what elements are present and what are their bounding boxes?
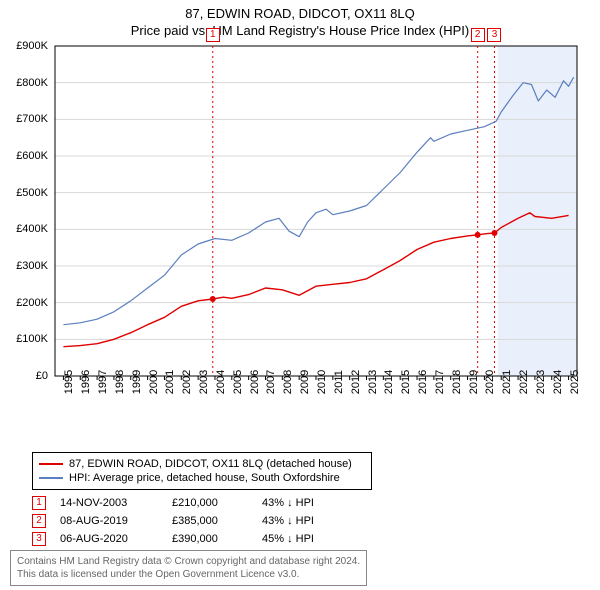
x-tick-label: 2020 [484, 370, 496, 394]
legend-swatch [39, 463, 63, 465]
chart-title-subtitle: Price paid vs. HM Land Registry's House … [0, 21, 600, 38]
x-tick-label: 1998 [114, 370, 126, 394]
sales-delta: 45% ↓ HPI [262, 533, 352, 545]
sales-table: 1 14-NOV-2003 £210,000 43% ↓ HPI 2 08-AUG-201… [32, 494, 352, 548]
y-tick-label: £200K [16, 297, 48, 309]
sales-marker-icon: 2 [32, 514, 46, 528]
footer-line2: This data is licensed under the Open Gov… [17, 568, 360, 581]
legend-item: 87, EDWIN ROAD, DIDCOT, OX11 8LQ (detach… [39, 457, 365, 471]
y-tick-label: £300K [16, 260, 48, 272]
sales-price: £385,000 [172, 515, 248, 527]
x-tick-label: 2021 [501, 370, 513, 394]
sales-delta: 43% ↓ HPI [262, 497, 352, 509]
x-tick-label: 2002 [181, 370, 193, 394]
x-tick-label: 2013 [367, 370, 379, 394]
sale-marker: 1 [206, 28, 220, 42]
legend-label: HPI: Average price, detached house, Sout… [69, 472, 340, 484]
y-tick-label: £500K [16, 187, 48, 199]
legend-swatch [39, 477, 63, 479]
footer-attribution: Contains HM Land Registry data © Crown c… [10, 550, 367, 586]
sales-date: 08-AUG-2019 [60, 515, 158, 527]
x-tick-label: 2017 [434, 370, 446, 394]
x-tick-label: 2012 [350, 370, 362, 394]
x-tick-label: 2008 [282, 370, 294, 394]
x-tick-label: 2004 [215, 370, 227, 394]
y-tick-label: £400K [16, 223, 48, 235]
sale-marker: 3 [487, 28, 501, 42]
x-tick-label: 1995 [63, 370, 75, 394]
sales-marker-icon: 1 [32, 496, 46, 510]
y-tick-label: £0 [36, 370, 48, 382]
x-tick-label: 2006 [249, 370, 261, 394]
sales-price: £210,000 [172, 497, 248, 509]
x-tick-label: 2009 [299, 370, 311, 394]
x-tick-label: 2001 [164, 370, 176, 394]
x-tick-label: 2007 [265, 370, 277, 394]
x-tick-label: 2018 [451, 370, 463, 394]
x-tick-label: 2014 [383, 370, 395, 394]
x-tick-label: 2000 [148, 370, 160, 394]
y-tick-label: £600K [16, 150, 48, 162]
sales-date: 14-NOV-2003 [60, 497, 158, 509]
legend: 87, EDWIN ROAD, DIDCOT, OX11 8LQ (detach… [32, 452, 372, 490]
legend-item: HPI: Average price, detached house, Sout… [39, 471, 365, 485]
chart-svg [0, 42, 600, 424]
x-tick-label: 1996 [80, 370, 92, 394]
y-tick-label: £800K [16, 77, 48, 89]
sales-row: 2 08-AUG-2019 £385,000 43% ↓ HPI [32, 512, 352, 530]
y-tick-label: £100K [16, 333, 48, 345]
sales-price: £390,000 [172, 533, 248, 545]
x-tick-label: 2011 [333, 370, 345, 394]
x-tick-label: 2025 [569, 370, 581, 394]
legend-label: 87, EDWIN ROAD, DIDCOT, OX11 8LQ (detach… [69, 458, 352, 470]
sale-marker: 2 [471, 28, 485, 42]
x-tick-label: 2005 [232, 370, 244, 394]
x-tick-label: 1999 [131, 370, 143, 394]
y-tick-label: £700K [16, 113, 48, 125]
sales-delta: 43% ↓ HPI [262, 515, 352, 527]
x-tick-label: 2023 [535, 370, 547, 394]
sales-row: 3 06-AUG-2020 £390,000 45% ↓ HPI [32, 530, 352, 548]
chart-area: £0 £100K £200K £300K £400K £500K £600K £700K £80… [0, 42, 600, 424]
x-tick-label: 2016 [417, 370, 429, 394]
footer-line1: Contains HM Land Registry data © Crown c… [17, 555, 360, 568]
chart-container: 87, EDWIN ROAD, DIDCOT, OX11 8LQ Price p… [0, 0, 600, 590]
chart-title-address: 87, EDWIN ROAD, DIDCOT, OX11 8LQ [0, 0, 600, 21]
y-tick-label: £900K [16, 40, 48, 52]
x-tick-label: 2022 [518, 370, 530, 394]
sales-date: 06-AUG-2020 [60, 533, 158, 545]
sales-marker-icon: 3 [32, 532, 46, 546]
x-tick-label: 2019 [468, 370, 480, 394]
sales-row: 1 14-NOV-2003 £210,000 43% ↓ HPI [32, 494, 352, 512]
x-tick-label: 2024 [552, 370, 564, 394]
x-tick-label: 1997 [97, 370, 109, 394]
x-tick-label: 2003 [198, 370, 210, 394]
x-tick-label: 2010 [316, 370, 328, 394]
x-tick-label: 2015 [400, 370, 412, 394]
